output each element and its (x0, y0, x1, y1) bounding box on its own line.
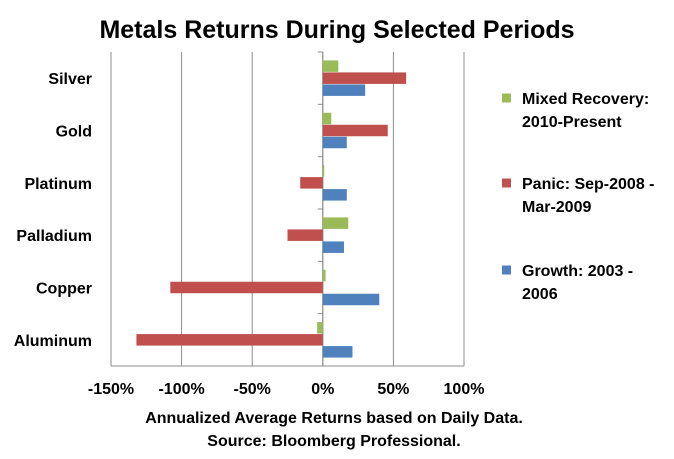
category-label-aluminum: Aluminum (14, 333, 92, 350)
bar-copper-series-0 (322, 269, 326, 282)
legend-label-1-line-0: Panic: Sep-2008 - (522, 176, 655, 193)
chart-title: Metals Returns During Selected Periods (99, 16, 574, 44)
category-label-silver: Silver (48, 71, 92, 88)
gridlines (110, 51, 465, 367)
legend: Mixed Recovery: 2010-Present Panic: Sep-20… (502, 91, 655, 303)
bar-copper-series-1 (170, 281, 323, 294)
x-tick-label-5: 100% (444, 381, 485, 398)
legend-label-2-line-0: Growth: 2003 - (522, 263, 633, 280)
x-tick-label-2: -50% (234, 381, 271, 398)
x-axis-label: Annualized Average Returns based on Dail… (145, 410, 523, 450)
x-tick-label-4: 50% (377, 381, 409, 398)
bar-palladium-series-2 (322, 241, 344, 253)
category-label-gold: Gold (56, 124, 92, 141)
x-axis-label-line-2: Source: Bloomberg Professional. (207, 433, 460, 450)
x-tick-label-3: 0% (311, 381, 334, 398)
bar-gold-series-2 (322, 136, 347, 149)
legend-label-0-line-1: 2010-Present (522, 114, 622, 131)
category-label-copper: Copper (36, 281, 92, 298)
bar-platinum-series-2 (322, 189, 347, 201)
bar-aluminum-series-1 (136, 334, 323, 346)
bar-copper-series-2 (322, 293, 380, 306)
bar-silver-series-1 (322, 72, 407, 84)
bar-aluminum-series-0 (317, 322, 323, 334)
legend-swatch-1 (502, 178, 511, 188)
bar-silver-series-2 (322, 84, 366, 96)
bar-silver-series-0 (322, 60, 339, 72)
legend-swatch-0 (502, 93, 511, 103)
legend-label-0-line-0: Mixed Recovery: (522, 91, 649, 108)
x-axis-label-line-1: Annualized Average Returns based on Dail… (145, 410, 523, 427)
x-tick-label-1: -100% (158, 381, 204, 398)
bar-palladium-series-1 (287, 229, 323, 241)
category-label-platinum: Platinum (24, 176, 92, 193)
bar-platinum-series-1 (300, 177, 323, 189)
bar-gold-series-1 (322, 124, 388, 137)
legend-label-1-line-1: Mar-2009 (522, 199, 591, 216)
x-tick-label-0: -150% (88, 381, 134, 398)
category-label-palladium: Palladium (16, 228, 92, 245)
bar-platinum-series-0 (322, 165, 325, 177)
bar-palladium-series-0 (322, 217, 349, 229)
bar-aluminum-series-2 (322, 346, 353, 358)
legend-swatch-2 (502, 265, 511, 275)
x-tick-labels: -150% -100% -50% 0% 50% 100% (88, 381, 485, 398)
bar-gold-series-0 (322, 112, 332, 125)
bars (136, 60, 407, 358)
category-labels: Silver Gold Platinum Palladium Copper Aluminu… (14, 71, 92, 350)
legend-label-2-line-1: 2006 (522, 286, 558, 303)
